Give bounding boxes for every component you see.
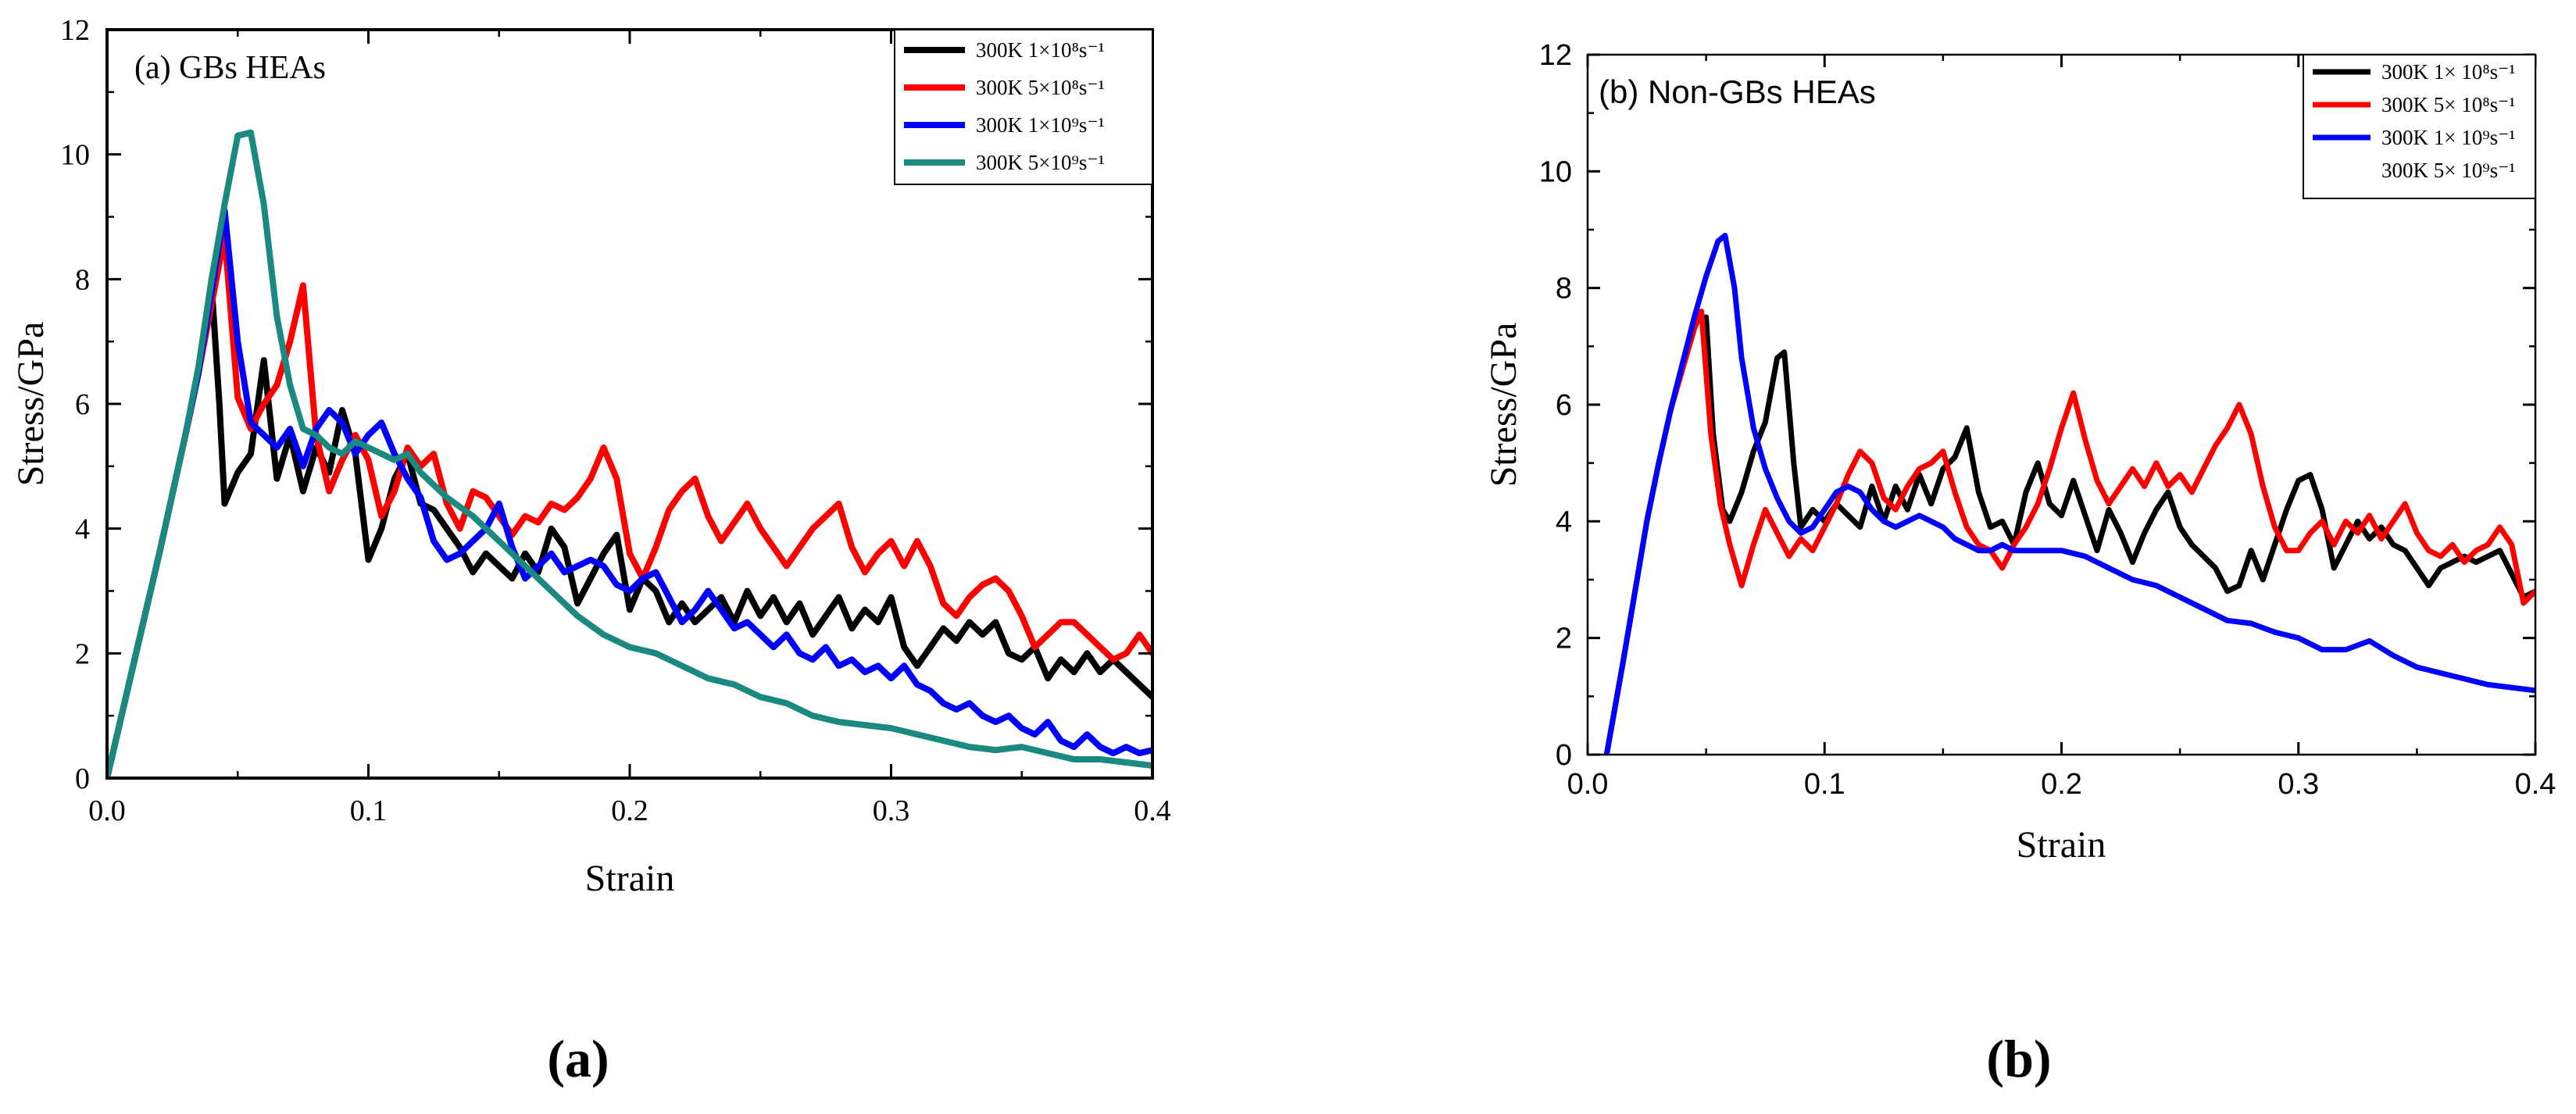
panel-b-legend: 300K 1× 10⁸s⁻¹ 300K 5× 10⁸s⁻¹ 300K 1× 10⁹s… xyxy=(2303,54,2536,199)
panel-a-y-tick-label: 10 xyxy=(60,139,90,172)
panel-a-legend-box xyxy=(894,29,1153,185)
panel-a-ticks: 0.0 0.1 0.2 0.3 0.4 0 2 4 6 8 10 12 xyxy=(60,14,1171,827)
panel-a-y-tick-label: 6 xyxy=(75,388,90,421)
panel-a-sub-caption: (a) xyxy=(547,1029,609,1088)
panel-b-ticks: 0.0 0.1 0.2 0.3 0.4 0 2 4 6 8 10 12 xyxy=(1539,39,2556,801)
panel-b-y-tick-label: 0 xyxy=(1556,739,1572,772)
panel-a-x-tick-label: 0.3 xyxy=(873,794,910,827)
panel-b-x-tick-label: 0.4 xyxy=(2515,768,2556,801)
panel-b-legend-entry: 300K 1× 10⁸s⁻¹ xyxy=(2381,60,2516,84)
panel-a-label: (a) GBs HEAs xyxy=(134,50,326,86)
panel-a-series-line-4 xyxy=(107,129,1152,778)
panel-b-sub-caption-letter: b xyxy=(2004,1029,2034,1088)
panel-a-series-lines xyxy=(107,129,1152,778)
panel-b-x-tick-label: 0.3 xyxy=(2278,768,2319,801)
panel-b-y-tick-label: 10 xyxy=(1539,155,1572,188)
panel-b-series-lines xyxy=(1603,233,2535,755)
panel-b-x-tick-label: 0.2 xyxy=(2041,768,2082,801)
panel-b-legend-entry: 300K 5× 10⁸s⁻¹ xyxy=(2381,93,2516,116)
panel-b-y-tick-label: 6 xyxy=(1556,389,1572,422)
panel-a-x-axis-title: Strain xyxy=(585,858,675,899)
panel-a-y-tick-label: 4 xyxy=(75,513,90,546)
panel-b-y-tick-label: 12 xyxy=(1539,39,1572,72)
panel-b-y-tick-label: 8 xyxy=(1556,273,1572,305)
panel-a-series-line-3 xyxy=(107,207,1152,778)
panel-b: 0.0 0.1 0.2 0.3 0.4 0 2 4 6 8 10 12 Strain Stress/G… xyxy=(1483,39,2556,1088)
panel-a-y-tick-label: 12 xyxy=(60,14,90,47)
panel-b-legend-box xyxy=(2303,54,2536,199)
panel-b-y-tick-label: 2 xyxy=(1556,623,1572,655)
panel-a-series-line-1 xyxy=(107,282,1152,778)
panel-a-y-tick-label: 2 xyxy=(75,637,90,670)
panel-b-x-tick-label: 0.0 xyxy=(1567,768,1609,801)
panel-b-y-tick-label: 4 xyxy=(1556,505,1572,538)
panel-a-x-tick-label: 0.4 xyxy=(1134,794,1171,827)
panel-a-x-tick-label: 0.1 xyxy=(350,794,388,827)
panel-a-legend-entry: 300K 5×10⁹s⁻¹ xyxy=(976,151,1105,174)
panel-b-x-tick-label: 0.1 xyxy=(1804,768,1845,801)
panel-a-legend: 300K 1×10⁸s⁻¹ 300K 5×10⁸s⁻¹ 300K 1×10⁹s⁻¹ 3… xyxy=(894,29,1153,185)
panel-b-legend-entry: 300K 1× 10⁹s⁻¹ xyxy=(2381,126,2516,149)
panel-b-y-axis-title: Stress/GPa xyxy=(1483,323,1524,487)
panel-a-x-tick-label: 0.2 xyxy=(611,794,648,827)
panel-a-legend-entry: 300K 1×10⁸s⁻¹ xyxy=(976,38,1105,62)
panel-a-y-tick-label: 8 xyxy=(75,263,90,296)
panel-a: 0.0 0.1 0.2 0.3 0.4 0 2 4 6 8 10 12 Strain Stress/G… xyxy=(10,14,1171,1088)
panel-a-y-tick-label: 0 xyxy=(75,762,90,795)
panel-b-series-line-3 xyxy=(1603,233,2535,755)
panel-a-x-tick-label: 0.0 xyxy=(88,794,126,827)
panel-a-sub-caption-letter: a xyxy=(565,1029,591,1088)
panel-a-y-axis-title: Stress/GPa xyxy=(10,322,52,487)
panel-b-x-axis-title: Strain xyxy=(2017,824,2106,866)
panel-a-series-line-2 xyxy=(107,232,1152,778)
panel-b-legend-entry: 300K 5× 10⁹s⁻¹ xyxy=(2381,159,2516,182)
panel-b-sub-caption: (b) xyxy=(1986,1029,2051,1088)
panel-b-series-line-2 xyxy=(1603,309,2535,755)
panel-a-legend-entry: 300K 5×10⁸s⁻¹ xyxy=(976,76,1105,99)
panel-b-label: (b) Non-GBs HEAs xyxy=(1599,73,1876,110)
panel-a-legend-entry: 300K 1×10⁹s⁻¹ xyxy=(976,113,1105,137)
